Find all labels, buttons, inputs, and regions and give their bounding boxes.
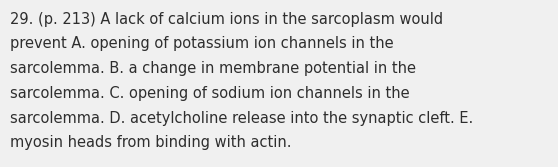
Text: 29. (p. 213) A lack of calcium ions in the sarcoplasm would: 29. (p. 213) A lack of calcium ions in t… (10, 12, 443, 27)
Text: sarcolemma. C. opening of sodium ion channels in the: sarcolemma. C. opening of sodium ion cha… (10, 86, 410, 101)
Text: myosin heads from binding with actin.: myosin heads from binding with actin. (10, 135, 291, 150)
Text: sarcolemma. B. a change in membrane potential in the: sarcolemma. B. a change in membrane pote… (10, 61, 416, 76)
Text: prevent A. opening of potassium ion channels in the: prevent A. opening of potassium ion chan… (10, 36, 394, 51)
Text: sarcolemma. D. acetylcholine release into the synaptic cleft. E.: sarcolemma. D. acetylcholine release int… (10, 111, 473, 126)
